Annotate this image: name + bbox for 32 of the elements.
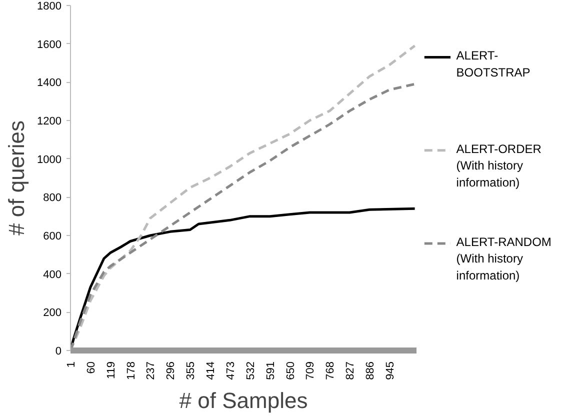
x-axis-title: # of Samples xyxy=(179,388,308,413)
y-tick-label: 600 xyxy=(43,230,62,242)
y-tick-label: 1200 xyxy=(37,116,62,128)
y-tick-label: 800 xyxy=(43,192,62,204)
x-tick-label: 945 xyxy=(384,361,396,380)
x-tick-label: 355 xyxy=(185,361,198,380)
x-tick-label: 532 xyxy=(244,361,257,380)
x-tick-label: 414 xyxy=(205,361,218,380)
legend-label: ALERT-ORDER (With history information) xyxy=(456,142,542,190)
y-tick-label: 0 xyxy=(55,346,62,358)
x-tick-label: 591 xyxy=(264,361,277,380)
x-tick-label: 119 xyxy=(105,361,118,380)
x-tick-label: 886 xyxy=(364,361,377,380)
y-axis-title: # of queries xyxy=(4,120,30,236)
x-tick-label: 768 xyxy=(324,361,337,380)
y-tick-label: 1000 xyxy=(37,154,62,166)
x-tick-label: 1 xyxy=(66,361,78,368)
x-tick-label: 60 xyxy=(85,361,98,374)
x-tick-label: 178 xyxy=(125,361,138,380)
y-tick-label: 1600 xyxy=(37,38,62,51)
legend-label: ALERT-RANDOM (With history information) xyxy=(456,234,552,283)
y-tick-label: 1800 xyxy=(37,0,62,12)
x-tick-label: 296 xyxy=(165,361,178,380)
x-tick-label: 827 xyxy=(344,361,357,380)
x-tick-label: 473 xyxy=(224,361,237,380)
x-tick-label: 650 xyxy=(284,361,297,380)
y-tick-label: 400 xyxy=(43,268,62,281)
x-tick-label: 237 xyxy=(145,361,158,380)
y-tick-label: 1400 xyxy=(37,77,62,90)
x-tick-label: 709 xyxy=(304,361,317,380)
legend-label: ALERT- BOOTSTRAP xyxy=(456,48,530,80)
y-tick-label: 200 xyxy=(43,307,62,320)
